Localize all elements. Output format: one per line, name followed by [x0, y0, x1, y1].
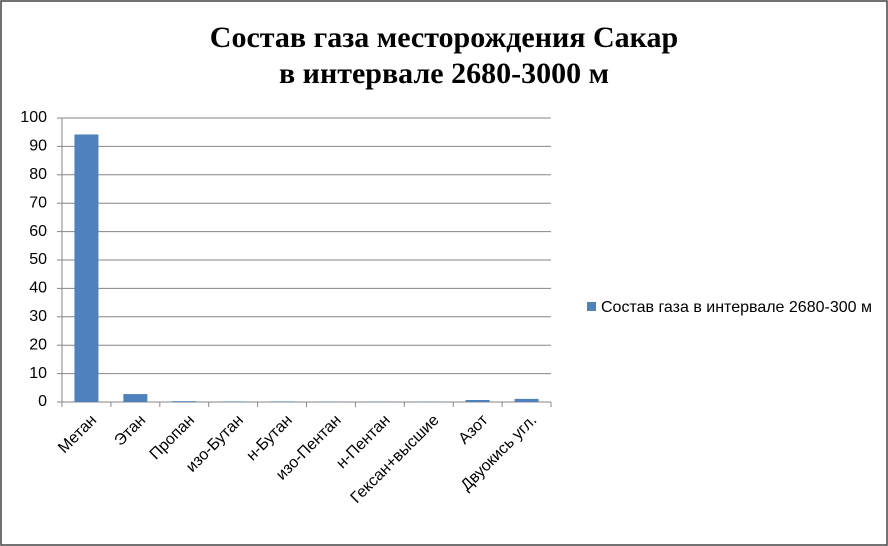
- bar: [221, 401, 246, 402]
- bar: [270, 401, 295, 402]
- y-tick-label: 20: [29, 336, 47, 353]
- legend-swatch: [587, 302, 596, 311]
- bar: [465, 400, 490, 402]
- y-tick-label: 100: [20, 109, 47, 126]
- y-tick-label: 70: [29, 194, 47, 211]
- y-tick-label: 60: [29, 223, 47, 240]
- chart-title: в интервале 2680-3000 м: [279, 57, 609, 90]
- chart-title: Состав газа месторождения Сакар: [210, 21, 678, 54]
- y-tick-label: 80: [29, 166, 47, 183]
- y-tick-label: 40: [29, 280, 47, 297]
- bar: [172, 401, 197, 402]
- legend-label: Состав газа в интервале 2680-300 м: [601, 299, 872, 316]
- y-tick-label: 30: [29, 308, 47, 325]
- bar: [514, 398, 539, 402]
- y-tick-label: 90: [29, 138, 47, 155]
- bar: [74, 134, 99, 403]
- y-tick-label: 0: [38, 393, 47, 410]
- bar: [123, 394, 148, 402]
- y-tick-label: 10: [29, 365, 47, 382]
- y-tick-label: 50: [29, 251, 47, 268]
